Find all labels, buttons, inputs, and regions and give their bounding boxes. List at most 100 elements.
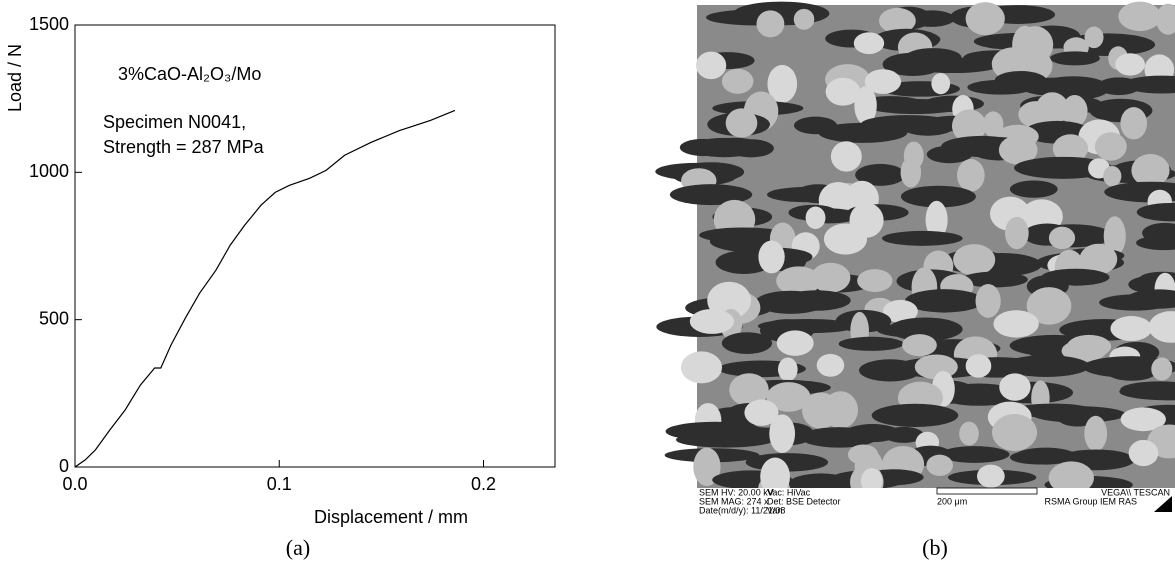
texture: [693, 447, 721, 487]
texture: [1148, 311, 1175, 343]
texture: [1003, 355, 1090, 377]
texture: [1005, 216, 1029, 250]
info-text: SEM HV: 20.00 kV: [699, 487, 774, 497]
texture: [999, 373, 1031, 401]
texture: [1041, 268, 1110, 286]
texture: [1128, 439, 1159, 467]
texture: [729, 373, 769, 407]
texture: [1103, 165, 1122, 187]
texture: [904, 289, 984, 313]
texture: [871, 403, 959, 427]
x-tick-label: 0.1: [267, 474, 292, 494]
texture: [1009, 450, 1066, 465]
texture: [822, 391, 859, 429]
texture: [725, 108, 758, 138]
texture: [900, 157, 922, 188]
texture: [1118, 1, 1162, 32]
texture: [1115, 53, 1146, 76]
texture: [776, 266, 822, 296]
y-tick-label: 1000: [29, 161, 69, 181]
texture: [961, 271, 1028, 288]
texture: [882, 52, 943, 77]
annotation: 3%CaO-Al₂O₃/Mo: [118, 64, 261, 84]
caption: (a): [286, 535, 310, 560]
texture: [882, 230, 963, 246]
texture: [818, 122, 908, 143]
texture: [951, 109, 987, 143]
plot-frame: [74, 24, 556, 468]
annotation: Specimen N0041,: [103, 112, 246, 132]
texture: [669, 184, 753, 206]
texture: [810, 262, 851, 293]
texture: [793, 8, 815, 30]
texture: [1084, 26, 1104, 49]
texture: [965, 2, 1005, 36]
texture: [925, 200, 948, 239]
texture: [830, 141, 862, 172]
texture: [994, 71, 1047, 91]
annotation: Strength = 287 MPa: [103, 137, 265, 157]
info-text: Vac: HiVac: [767, 487, 811, 497]
texture: [1094, 132, 1127, 161]
texture: [1131, 154, 1170, 187]
texture: [1084, 415, 1108, 452]
texture: [959, 421, 979, 446]
texture: [982, 111, 1004, 138]
info-text: VEGA\\ TESCAN: [1101, 487, 1170, 497]
texture: [1079, 243, 1118, 275]
texture: [847, 444, 879, 465]
texture: [854, 86, 877, 125]
texture: [900, 116, 956, 136]
texture: [800, 427, 878, 448]
texture: [1155, 3, 1175, 35]
texture: [816, 353, 845, 377]
logo: [1154, 496, 1172, 512]
texture: [776, 330, 814, 356]
texture: [931, 73, 951, 95]
texture: [902, 334, 937, 357]
texture: [675, 432, 775, 448]
texture: [715, 250, 773, 274]
texture: [953, 244, 996, 276]
y-axis-label: Load / N: [5, 44, 25, 112]
texture: [998, 135, 1038, 165]
y-tick-label: 1500: [29, 14, 69, 34]
texture: [853, 32, 885, 55]
texture: [864, 69, 902, 94]
texture: [1048, 461, 1094, 495]
texture: [1110, 315, 1153, 342]
info-text: RSMA Group IEM RAS: [1044, 496, 1137, 506]
texture: [721, 332, 773, 355]
texture: [823, 223, 868, 255]
texture: [1097, 77, 1141, 96]
x-tick-label: 0.2: [471, 474, 496, 494]
texture: [1009, 180, 1058, 198]
texture: [1026, 287, 1072, 325]
texture: [1120, 107, 1148, 140]
texture: [695, 51, 727, 80]
texture: [782, 290, 851, 311]
info-bar: [697, 488, 1175, 512]
texture: [1136, 235, 1175, 251]
texture: [680, 351, 723, 384]
texture: [857, 269, 893, 293]
texture: [777, 357, 798, 382]
texture: [1061, 95, 1088, 127]
texture: [805, 206, 826, 230]
texture: [825, 77, 861, 106]
texture: [1151, 357, 1173, 381]
texture: [1061, 339, 1107, 362]
caption: (b): [922, 535, 948, 560]
info-text: 200 μm: [937, 496, 967, 506]
texture: [855, 163, 906, 186]
texture: [1120, 407, 1166, 432]
x-tick-label: 0.0: [62, 474, 87, 494]
texture: [939, 446, 1010, 463]
texture: [965, 354, 992, 378]
texture: [1035, 92, 1069, 125]
texture: [1136, 202, 1175, 222]
texture: [766, 382, 811, 412]
texture: [975, 284, 1001, 318]
